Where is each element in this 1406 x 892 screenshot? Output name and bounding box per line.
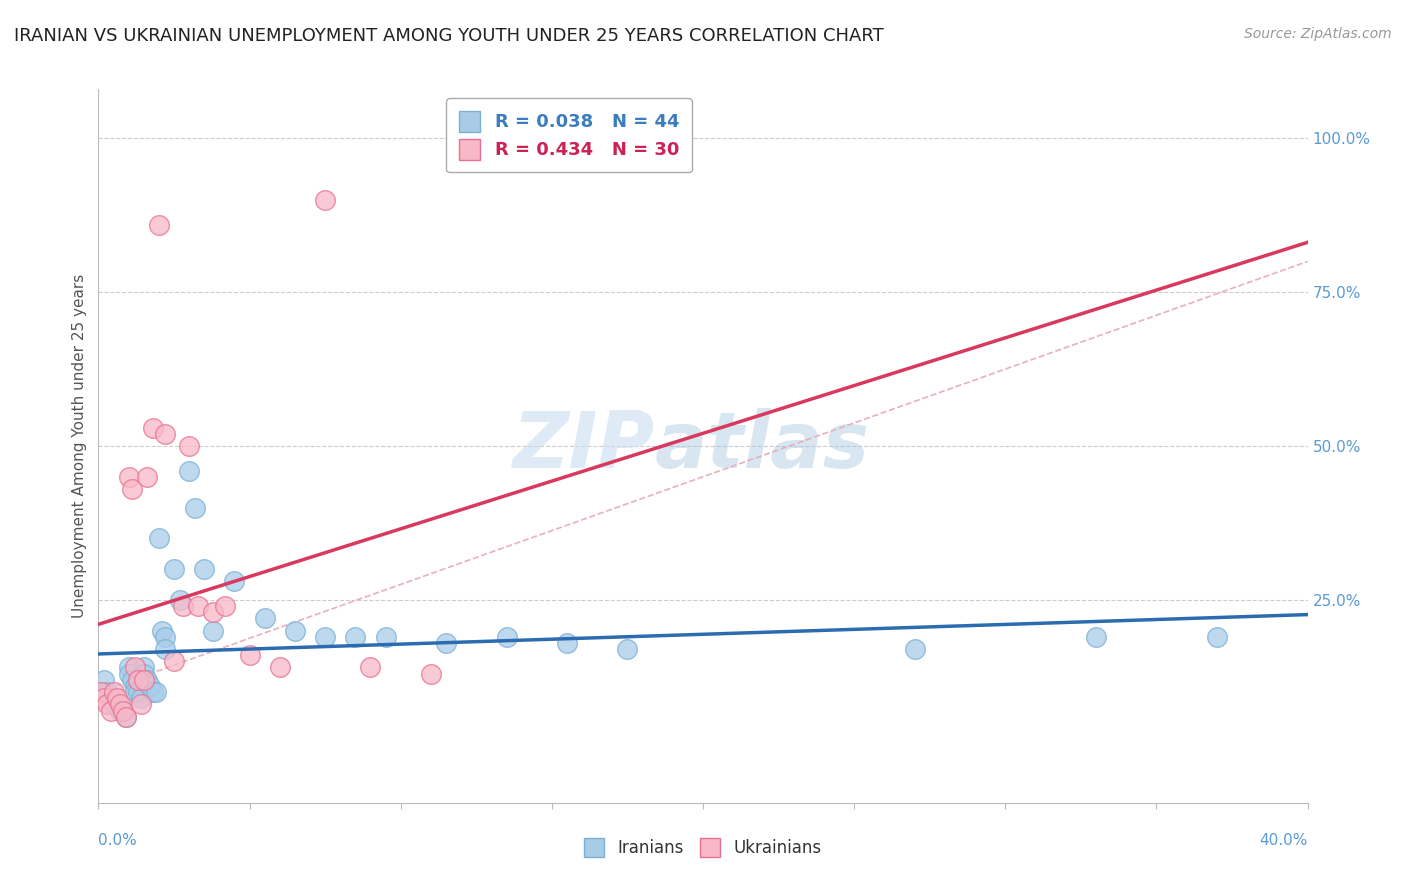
Point [93,673,115,687]
Point [150,624,173,638]
Point [344,630,367,644]
Point [118,666,141,681]
Text: 0.0%: 0.0% [98,833,138,848]
Point [132,673,155,687]
Point [163,654,186,668]
Text: IRANIAN VS UKRAINIAN UNEMPLOYMENT AMONG YOUTH UNDER 25 YEARS CORRELATION CHART: IRANIAN VS UKRAINIAN UNEMPLOYMENT AMONG … [14,27,884,45]
Point [145,685,167,699]
Point [202,605,225,619]
Point [153,642,176,657]
Point [96,698,118,712]
Point [103,685,125,699]
Point [142,420,165,434]
Point [111,704,134,718]
Legend: Iranians, Ukrainians: Iranians, Ukrainians [575,830,831,866]
Point [148,218,170,232]
Text: atlas: atlas [655,408,870,484]
Point [132,660,155,674]
Point [111,704,134,718]
Point [184,500,207,515]
Point [169,592,191,607]
Point [103,698,125,712]
Point [555,636,578,650]
Point [420,666,443,681]
Point [127,685,149,699]
Point [179,439,201,453]
Point [121,482,143,496]
Point [360,660,382,674]
Point [179,464,201,478]
Point [202,624,225,638]
Point [153,426,176,441]
Point [96,685,118,699]
Point [127,673,149,687]
Point [284,624,307,638]
Point [129,691,152,706]
Text: Source: ZipAtlas.com: Source: ZipAtlas.com [1244,27,1392,41]
Point [224,574,246,589]
Point [139,679,162,693]
Point [616,642,638,657]
Point [124,685,146,699]
Point [114,709,136,723]
Point [124,679,146,693]
Point [148,531,170,545]
Point [1206,630,1229,644]
Point [214,599,236,613]
Point [434,636,457,650]
Point [1085,630,1108,644]
Point [100,704,122,718]
Point [904,642,927,657]
Point [135,469,157,483]
Point [135,673,157,687]
Point [121,673,143,687]
Y-axis label: Unemployment Among Youth under 25 years: Unemployment Among Youth under 25 years [72,274,87,618]
Point [495,630,517,644]
Point [108,704,131,718]
Point [108,698,131,712]
Point [100,691,122,706]
Point [269,660,291,674]
Point [253,611,276,625]
Point [90,685,112,699]
Point [105,698,128,712]
Point [374,630,396,644]
Point [118,660,141,674]
Text: 40.0%: 40.0% [1260,833,1308,848]
Text: ZIP: ZIP [512,408,655,484]
Point [193,562,215,576]
Point [314,630,336,644]
Point [105,691,128,706]
Point [132,666,155,681]
Point [93,691,115,706]
Point [124,660,146,674]
Point [153,630,176,644]
Point [118,469,141,483]
Point [239,648,262,662]
Point [142,685,165,699]
Point [163,562,186,576]
Point [187,599,209,613]
Point [172,599,194,613]
Point [114,709,136,723]
Point [314,193,336,207]
Point [129,698,152,712]
